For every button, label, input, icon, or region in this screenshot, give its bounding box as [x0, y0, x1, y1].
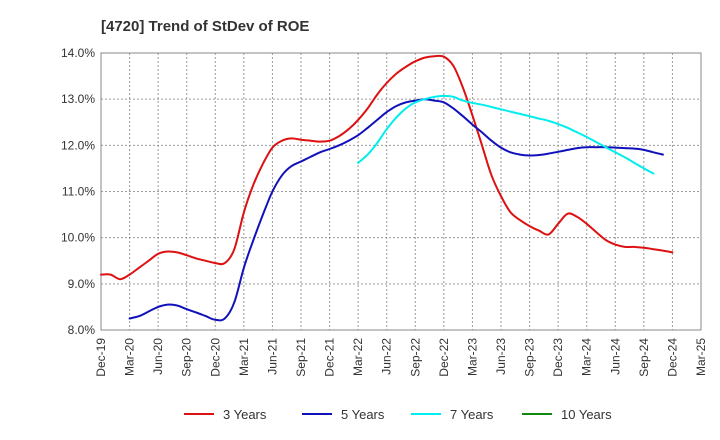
y-tick-label: 11.0%	[62, 185, 95, 199]
legend-label: 10 Years	[561, 407, 612, 422]
y-tick-label: 12.0%	[61, 138, 95, 152]
series-line-5-years	[128, 98, 664, 322]
x-tick-label: Jun-20	[151, 338, 165, 375]
x-tick-label: Dec-21	[323, 338, 337, 377]
series-lines	[100, 54, 674, 322]
x-tick-label: Jun-21	[265, 338, 279, 375]
x-tick-label: Dec-22	[437, 338, 451, 377]
x-tick-label: Mar-23	[465, 338, 479, 376]
x-tick-label: Sep-20	[180, 338, 194, 377]
x-axis-labels: Dec-19 Mar-20 Jun-20 Sep-20 Dec-20 Mar-21 Jun-…	[94, 338, 708, 377]
x-tick-label: Dec-24	[665, 338, 679, 377]
x-tick-label: Sep-23	[523, 338, 537, 377]
x-tick-label: Mar-22	[351, 338, 365, 376]
plot-area	[100, 52, 702, 331]
x-tick-label: Jun-22	[380, 338, 394, 375]
y-tick-label: 8.0%	[68, 323, 96, 337]
y-axis-labels: 8.0% 9.0% 10.0% 11.0% 12.0% 13.0% 14.0%	[61, 46, 95, 337]
x-tick-label: Mar-24	[580, 338, 594, 376]
series-line-3-years	[100, 54, 674, 281]
x-tick-label: Sep-24	[637, 338, 651, 377]
legend: 3 Years 5 Years 7 Years 10 Years	[184, 407, 612, 422]
x-tick-label: Jun-23	[494, 338, 508, 375]
legend-label: 7 Years	[450, 407, 494, 422]
x-tick-label: Mar-20	[123, 338, 137, 376]
x-tick-label: Mar-25	[694, 338, 708, 376]
legend-label: 5 Years	[341, 407, 385, 422]
chart-title: [4720] Trend of StDev of ROE	[101, 18, 309, 35]
y-tick-label: 13.0%	[61, 92, 95, 106]
grid-lines	[100, 52, 702, 331]
x-tick-label: Jun-24	[608, 338, 622, 375]
x-tick-label: Sep-21	[294, 338, 308, 377]
x-tick-label: Mar-21	[237, 338, 251, 376]
x-tick-label: Dec-23	[551, 338, 565, 377]
x-tick-label: Dec-19	[94, 338, 108, 377]
x-tick-label: Dec-20	[208, 338, 222, 377]
legend-label: 3 Years	[223, 407, 267, 422]
y-tick-label: 10.0%	[61, 231, 95, 245]
x-tick-label: Sep-22	[408, 338, 422, 377]
y-tick-label: 14.0%	[61, 46, 95, 60]
series-line-7-years	[357, 94, 655, 175]
y-tick-label: 9.0%	[68, 277, 96, 291]
